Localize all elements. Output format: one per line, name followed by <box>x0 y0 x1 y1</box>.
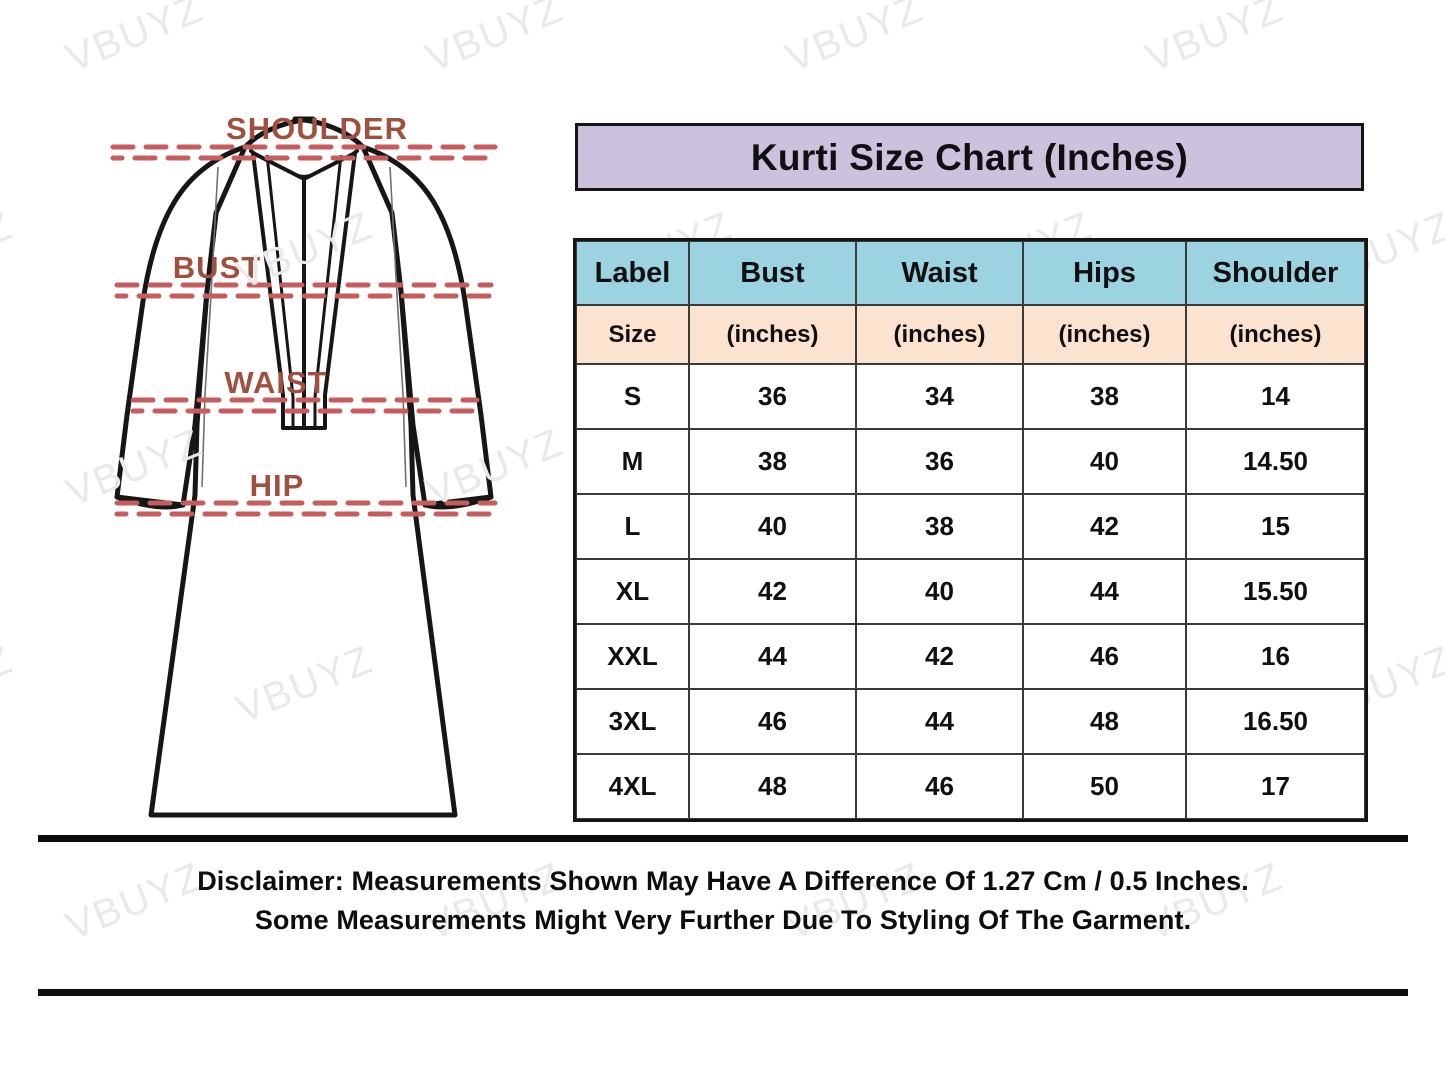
cell-size: 3XL <box>575 688 690 755</box>
table-row: L 40 38 42 15 <box>575 493 1366 560</box>
table-header-row: Label Bust Waist Hips Shoulder <box>575 240 1366 306</box>
watermark-text: VBUYZ <box>0 203 20 298</box>
cell-waist: 36 <box>855 428 1024 495</box>
cell-shoulder: 14 <box>1185 363 1366 430</box>
right-sleeve <box>360 144 494 508</box>
header-cell-bust: Bust <box>688 240 857 306</box>
cell-hips: 40 <box>1022 428 1187 495</box>
watermark-text: VBUYZ <box>60 0 210 81</box>
cell-size: XL <box>575 558 690 625</box>
divider-bottom <box>38 989 1408 996</box>
size-table-container: Label Bust Waist Hips Shoulder Size (inc… <box>573 238 1368 822</box>
cell-hips: 38 <box>1022 363 1187 430</box>
header-cell-shoulder: Shoulder <box>1185 240 1366 306</box>
waist-measure-line <box>130 397 480 414</box>
watermark-text: VBUYZ <box>590 1071 740 1075</box>
watermark-text: VBUYZ <box>780 0 930 81</box>
table-row: XXL 44 42 46 16 <box>575 623 1366 690</box>
left-cuff <box>114 494 186 510</box>
cell-bust: 36 <box>688 363 857 430</box>
placket-stitch-left <box>265 154 295 427</box>
divider-top <box>38 835 1408 842</box>
bust-measure-label: BUST <box>173 250 261 285</box>
watermark-text: VBUYZ <box>420 0 570 81</box>
cell-size: L <box>575 493 690 560</box>
cell-hips: 50 <box>1022 753 1187 820</box>
kurti-body-outline <box>148 116 458 818</box>
kurti-technical-sketch: SHOULDER BUST WAIST HIP <box>110 111 498 818</box>
cell-bust: 40 <box>688 493 857 560</box>
unit-cell-shoulder-inches: (inches) <box>1185 304 1366 365</box>
seam-left <box>201 166 219 488</box>
cell-hips: 44 <box>1022 558 1187 625</box>
bust-measure-line <box>114 282 494 299</box>
chart-title-banner: Kurti Size Chart (Inches) <box>575 123 1364 191</box>
disclaimer-line-1: Disclaimer: Measurements Shown May Have … <box>197 866 1249 896</box>
header-cell-hips: Hips <box>1022 240 1187 306</box>
cell-size: M <box>575 428 690 495</box>
watermark-text: VBUYZ <box>0 637 20 732</box>
cell-waist: 38 <box>855 493 1024 560</box>
hip-measure-label: HIP <box>250 468 305 503</box>
table-unit-row: Size (inches) (inches) (inches) (inches) <box>575 304 1366 365</box>
cell-hips: 46 <box>1022 623 1187 690</box>
cell-waist: 40 <box>855 558 1024 625</box>
left-sleeve <box>114 144 248 508</box>
table-row: 3XL 46 44 48 16.50 <box>575 688 1366 755</box>
waist-measure-label: WAIST <box>224 365 327 400</box>
size-table: Label Bust Waist Hips Shoulder Size (inc… <box>573 238 1368 822</box>
cell-size: 4XL <box>575 753 690 820</box>
cell-shoulder: 15.50 <box>1185 558 1366 625</box>
cell-waist: 42 <box>855 623 1024 690</box>
header-cell-label: Label <box>575 240 690 306</box>
watermark-text: VBUYZ <box>1140 0 1290 81</box>
cell-bust: 48 <box>688 753 857 820</box>
table-row: M 38 36 40 14.50 <box>575 428 1366 495</box>
disclaimer-line-2: Some Measurements Might Very Further Due… <box>254 905 1192 936</box>
cell-waist: 46 <box>855 753 1024 820</box>
cell-bust: 38 <box>688 428 857 495</box>
table-row: XL 42 40 44 15.50 <box>575 558 1366 625</box>
garment-illustration: SHOULDER BUST WAIST HIP <box>55 95 555 835</box>
cell-hips: 42 <box>1022 493 1187 560</box>
shoulder-measure-line <box>110 144 498 161</box>
cell-bust: 42 <box>688 558 857 625</box>
header-cell-waist: Waist <box>855 240 1024 306</box>
table-row: 4XL 48 46 50 17 <box>575 753 1366 820</box>
shoulder-measure-label: SHOULDER <box>226 111 408 146</box>
unit-cell-bust-inches: (inches) <box>688 304 857 365</box>
cell-shoulder: 14.50 <box>1185 428 1366 495</box>
cell-size: XXL <box>575 623 690 690</box>
cell-shoulder: 17 <box>1185 753 1366 820</box>
cell-shoulder: 15 <box>1185 493 1366 560</box>
cell-shoulder: 16.50 <box>1185 688 1366 755</box>
table-row: S 36 34 38 14 <box>575 363 1366 430</box>
placket-stitch-right <box>313 154 343 427</box>
watermark-text: VBUYZ <box>950 1071 1100 1075</box>
unit-cell-hips-inches: (inches) <box>1022 304 1187 365</box>
page-title: Kurti Size Chart (Inches) <box>750 136 1189 178</box>
hip-measure-line <box>114 500 498 517</box>
cell-bust: 46 <box>688 688 857 755</box>
cell-waist: 44 <box>855 688 1024 755</box>
cell-waist: 34 <box>855 363 1024 430</box>
watermark-text: VBUYZ <box>1310 1071 1445 1075</box>
seam-right <box>389 166 407 488</box>
cell-bust: 44 <box>688 623 857 690</box>
cell-size: S <box>575 363 690 430</box>
watermark-text: VBUYZ <box>230 1071 380 1075</box>
right-cuff <box>422 494 494 510</box>
cell-hips: 48 <box>1022 688 1187 755</box>
unit-cell-waist-inches: (inches) <box>855 304 1024 365</box>
watermark-text: VBUYZ <box>0 1071 20 1075</box>
cell-shoulder: 16 <box>1185 623 1366 690</box>
unit-cell-size: Size <box>575 304 690 365</box>
disclaimer-block: Disclaimer: Measurements Shown May Have … <box>38 862 1408 940</box>
